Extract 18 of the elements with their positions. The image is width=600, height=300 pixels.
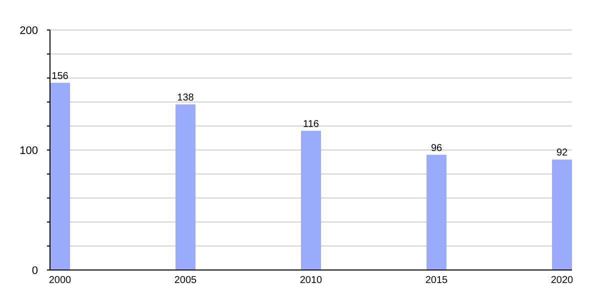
x-tick-label: 2010 (300, 275, 323, 286)
bar (50, 82, 70, 270)
data-label: 96 (430, 142, 442, 154)
bar (176, 104, 196, 270)
data-label: 92 (556, 148, 568, 159)
bar (301, 130, 321, 270)
x-tick-label: 2000 (48, 275, 72, 286)
data-label: 116 (303, 118, 320, 130)
bar (426, 154, 446, 270)
y-tick-label: 200 (20, 25, 38, 37)
y-tick-label: 0 (32, 265, 38, 277)
x-tick-label: 2005 (174, 275, 198, 286)
data-label: 138 (177, 92, 194, 104)
y-tick-label: 100 (20, 145, 38, 157)
x-tick-label: 2020 (550, 275, 574, 286)
data-label: 156 (52, 70, 69, 82)
x-tick-label: 2015 (425, 275, 448, 286)
bar (552, 160, 572, 270)
